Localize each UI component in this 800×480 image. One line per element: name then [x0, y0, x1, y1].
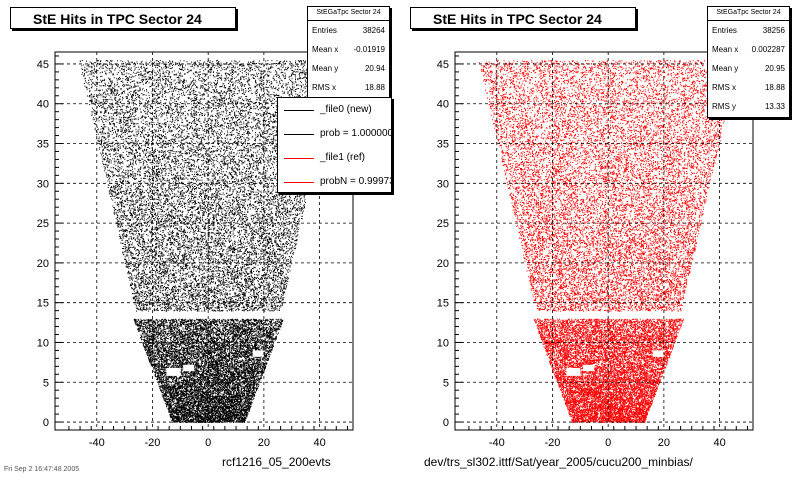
- x-tick-label: 20: [658, 437, 670, 449]
- y-tick-label: 0: [443, 417, 449, 429]
- stats-row-rms-y: RMS y 13.33: [708, 97, 789, 116]
- legend-label: prob = 1.000000: [320, 128, 392, 139]
- stats-row-rms-x: RMS x 18.88: [308, 78, 389, 97]
- legend-line: [284, 110, 314, 111]
- stats-label: RMS x: [712, 83, 736, 92]
- histogram-panel-ref: -40 -20 0 20 40 0 5 10 15 20 25 30 35 40 45 StE Hits i…: [400, 0, 800, 480]
- stats-label: RMS y: [712, 102, 736, 111]
- legend-label: _file0 (new): [320, 104, 372, 115]
- x-tick-label: 0: [605, 437, 611, 449]
- stats-box[interactable]: StEGaTpc Sector 24 Entries 38264 Mean x …: [307, 6, 390, 102]
- legend[interactable]: _file0 (new) prob = 1.000000 _file1 (ref…: [277, 97, 392, 193]
- y-tick-label: 5: [443, 377, 449, 389]
- stats-row-entries: Entries 38264: [308, 21, 389, 40]
- y-tick-label: 35: [37, 139, 49, 151]
- stats-value: 18.88: [764, 83, 785, 92]
- stats-row-rms-x: RMS x 18.88: [708, 78, 789, 97]
- stats-value: -0.01919: [353, 45, 385, 54]
- stats-box[interactable]: StEGaTpc Sector 24 Entries 38256 Mean x …: [707, 6, 790, 118]
- plot-title: StE Hits in TPC Sector 24: [10, 7, 236, 29]
- legend-line: [284, 182, 314, 183]
- y-tick-label: 40: [437, 99, 449, 111]
- scatter-markers: [478, 60, 738, 423]
- stats-value: 0.002287: [751, 45, 785, 54]
- axes: -40 -20 0 20 40 0 5 10 15 20 25 30 35 40 45: [37, 55, 348, 449]
- stats-label: Mean x: [312, 45, 339, 54]
- x-tick-label: 20: [258, 437, 270, 449]
- plot-caption: dev/trs_sl302.ittf/Sat/year_2005/cucu200…: [424, 455, 693, 469]
- x-tick-label: -20: [145, 437, 161, 449]
- x-tick-label: -40: [489, 437, 505, 449]
- legend-item: probN = 0.999730: [278, 170, 391, 192]
- x-tick-label: 40: [713, 437, 725, 449]
- y-tick-label: 30: [37, 178, 49, 190]
- stats-name: StEGaTpc Sector 24: [708, 7, 789, 21]
- grid: [455, 52, 753, 430]
- x-tick-label: -20: [545, 437, 561, 449]
- dead-region: [566, 367, 581, 376]
- stats-label: Entries: [312, 26, 337, 35]
- y-tick-label: 15: [37, 298, 49, 310]
- y-tick-label: 10: [437, 337, 449, 349]
- stats-value: 20.95: [764, 64, 785, 73]
- x-tick-label: 40: [313, 437, 325, 449]
- timestamp-footer: Fri Sep 2 16:47:48 2005: [4, 466, 80, 473]
- plot-title: StE Hits in TPC Sector 24: [410, 7, 636, 29]
- y-tick-label: 10: [37, 337, 49, 349]
- stats-label: Entries: [712, 26, 737, 35]
- stats-label: Mean y: [712, 64, 739, 73]
- x-tick-label: -40: [89, 437, 105, 449]
- stats-row-mean-y: Mean y 20.95: [708, 59, 789, 78]
- legend-label: probN = 0.999730: [320, 176, 391, 187]
- dead-region: [252, 350, 264, 357]
- y-tick-label: 45: [37, 59, 49, 71]
- stats-value: 13.33: [764, 102, 785, 111]
- axes: -40 -20 0 20 40 0 5 10 15 20 25 30 35 40 45: [437, 55, 748, 449]
- stats-name: StEGaTpc Sector 24: [308, 7, 389, 21]
- legend-item: prob = 1.000000: [278, 122, 391, 146]
- data-points: [79, 60, 338, 423]
- scatter-plot-ref: -40 -20 0 20 40 0 5 10 15 20 25 30 35 40 45: [437, 51, 754, 449]
- y-tick-label: 45: [437, 59, 449, 71]
- dead-region: [583, 364, 595, 372]
- legend-label: _file1 (ref): [320, 152, 366, 163]
- plot-caption: rcf1216_05_200evts: [222, 455, 331, 469]
- y-tick-label: 5: [43, 377, 49, 389]
- legend-line: [284, 134, 314, 135]
- dead-region: [183, 364, 195, 372]
- stats-value: 20.94: [364, 64, 385, 73]
- stats-row-mean-x: Mean x -0.01919: [308, 40, 389, 59]
- stats-label: Mean y: [312, 64, 339, 73]
- y-tick-label: 15: [437, 298, 449, 310]
- y-tick-label: 20: [37, 258, 49, 270]
- stats-value: 18.88: [364, 83, 385, 92]
- y-tick-label: 30: [437, 178, 449, 190]
- data-points: [478, 60, 738, 423]
- scatter-markers: [79, 60, 338, 423]
- dead-region: [166, 367, 181, 376]
- y-tick-label: 35: [437, 139, 449, 151]
- stats-value: 38264: [362, 26, 385, 35]
- y-tick-label: 25: [37, 218, 49, 230]
- legend-item: _file0 (new): [278, 98, 391, 122]
- y-tick-label: 0: [43, 417, 49, 429]
- legend-item: _file1 (ref): [278, 146, 391, 170]
- stats-label: Mean x: [712, 45, 739, 54]
- stats-row-mean-y: Mean y 20.94: [308, 59, 389, 78]
- stats-label: RMS x: [312, 83, 336, 92]
- histogram-panel-new: -40 -20 0 20 40 0 5 10 15 20 25 30 35 40 45 StE Hits i…: [10, 6, 392, 469]
- y-tick-label: 25: [437, 218, 449, 230]
- y-tick-label: 20: [437, 258, 449, 270]
- legend-line: [284, 158, 314, 159]
- stats-value: 38256: [762, 26, 785, 35]
- x-tick-label: 0: [205, 437, 211, 449]
- dead-region: [652, 350, 664, 357]
- stats-row-entries: Entries 38256: [708, 21, 789, 40]
- y-tick-label: 40: [37, 99, 49, 111]
- stats-row-mean-x: Mean x 0.002287: [708, 40, 789, 59]
